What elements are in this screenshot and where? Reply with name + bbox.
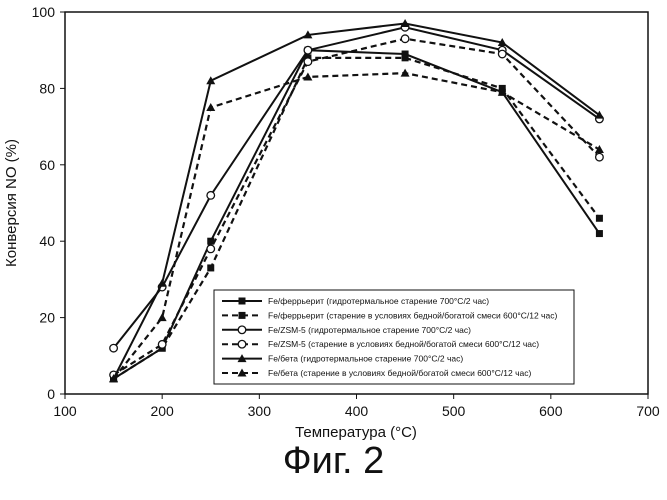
x-tick-label: 600 <box>539 403 563 419</box>
y-tick-label: 60 <box>39 157 55 173</box>
data-point <box>304 46 312 54</box>
data-point <box>595 145 604 153</box>
data-point <box>303 72 312 80</box>
data-point <box>110 344 118 352</box>
x-tick-label: 100 <box>53 403 77 419</box>
legend-label: Fe/ZSM-5 (гидротермальное старение 700°С… <box>268 325 471 335</box>
legend-label: Fe/бета (гидротермальное старение 700°С/… <box>268 354 463 364</box>
x-axis-label: Температура (°С) <box>295 424 417 440</box>
data-point <box>207 245 215 253</box>
x-tick-label: 300 <box>248 403 272 419</box>
legend-entry: Fe/бета (старение в условиях бедной/бога… <box>222 368 531 378</box>
data-point <box>304 58 312 66</box>
legend-entry: Fe/феррьерит (старение в условиях бедной… <box>222 310 557 320</box>
legend-marker <box>239 298 246 305</box>
legend-marker <box>239 312 246 319</box>
data-point <box>596 153 604 161</box>
data-point <box>158 313 167 321</box>
data-point <box>596 215 603 222</box>
legend-marker <box>238 326 246 334</box>
y-tick-label: 0 <box>47 386 55 402</box>
data-point <box>401 35 409 43</box>
legend-marker <box>238 340 246 348</box>
data-point <box>158 341 166 349</box>
figure-caption: Фиг. 2 <box>0 440 667 483</box>
x-tick-label: 400 <box>345 403 369 419</box>
data-point <box>498 50 506 58</box>
y-tick-label: 80 <box>39 80 55 96</box>
legend-label: Fe/феррьерит (старение в условиях бедной… <box>268 310 557 320</box>
legend-label: Fe/бета (старение в условиях бедной/бога… <box>268 368 531 378</box>
chart: 100 200 300 400 500 600 700 0 20 40 60 80 100 Fe/фер… <box>0 0 667 440</box>
data-point <box>596 230 603 237</box>
data-point <box>402 54 409 61</box>
data-point <box>207 192 215 200</box>
x-tick-label: 200 <box>150 403 174 419</box>
y-axis-label: Конверсия NO (%) <box>3 139 20 267</box>
x-tick-label: 500 <box>442 403 466 419</box>
data-point <box>207 264 214 271</box>
data-point <box>206 103 215 111</box>
y-tick-label: 40 <box>39 233 55 249</box>
y-tick-label: 20 <box>39 310 55 326</box>
y-tick-label: 100 <box>32 4 56 20</box>
legend: Fe/феррьерит (гидротермальное старение 7… <box>214 290 574 384</box>
legend-label: Fe/ZSM-5 (старение в условиях бедной/бог… <box>268 339 539 349</box>
legend-label: Fe/феррьерит (гидротермальное старение 7… <box>268 296 489 306</box>
x-tick-label: 700 <box>636 403 660 419</box>
legend-entry: Fe/ZSM-5 (старение в условиях бедной/бог… <box>222 339 539 349</box>
